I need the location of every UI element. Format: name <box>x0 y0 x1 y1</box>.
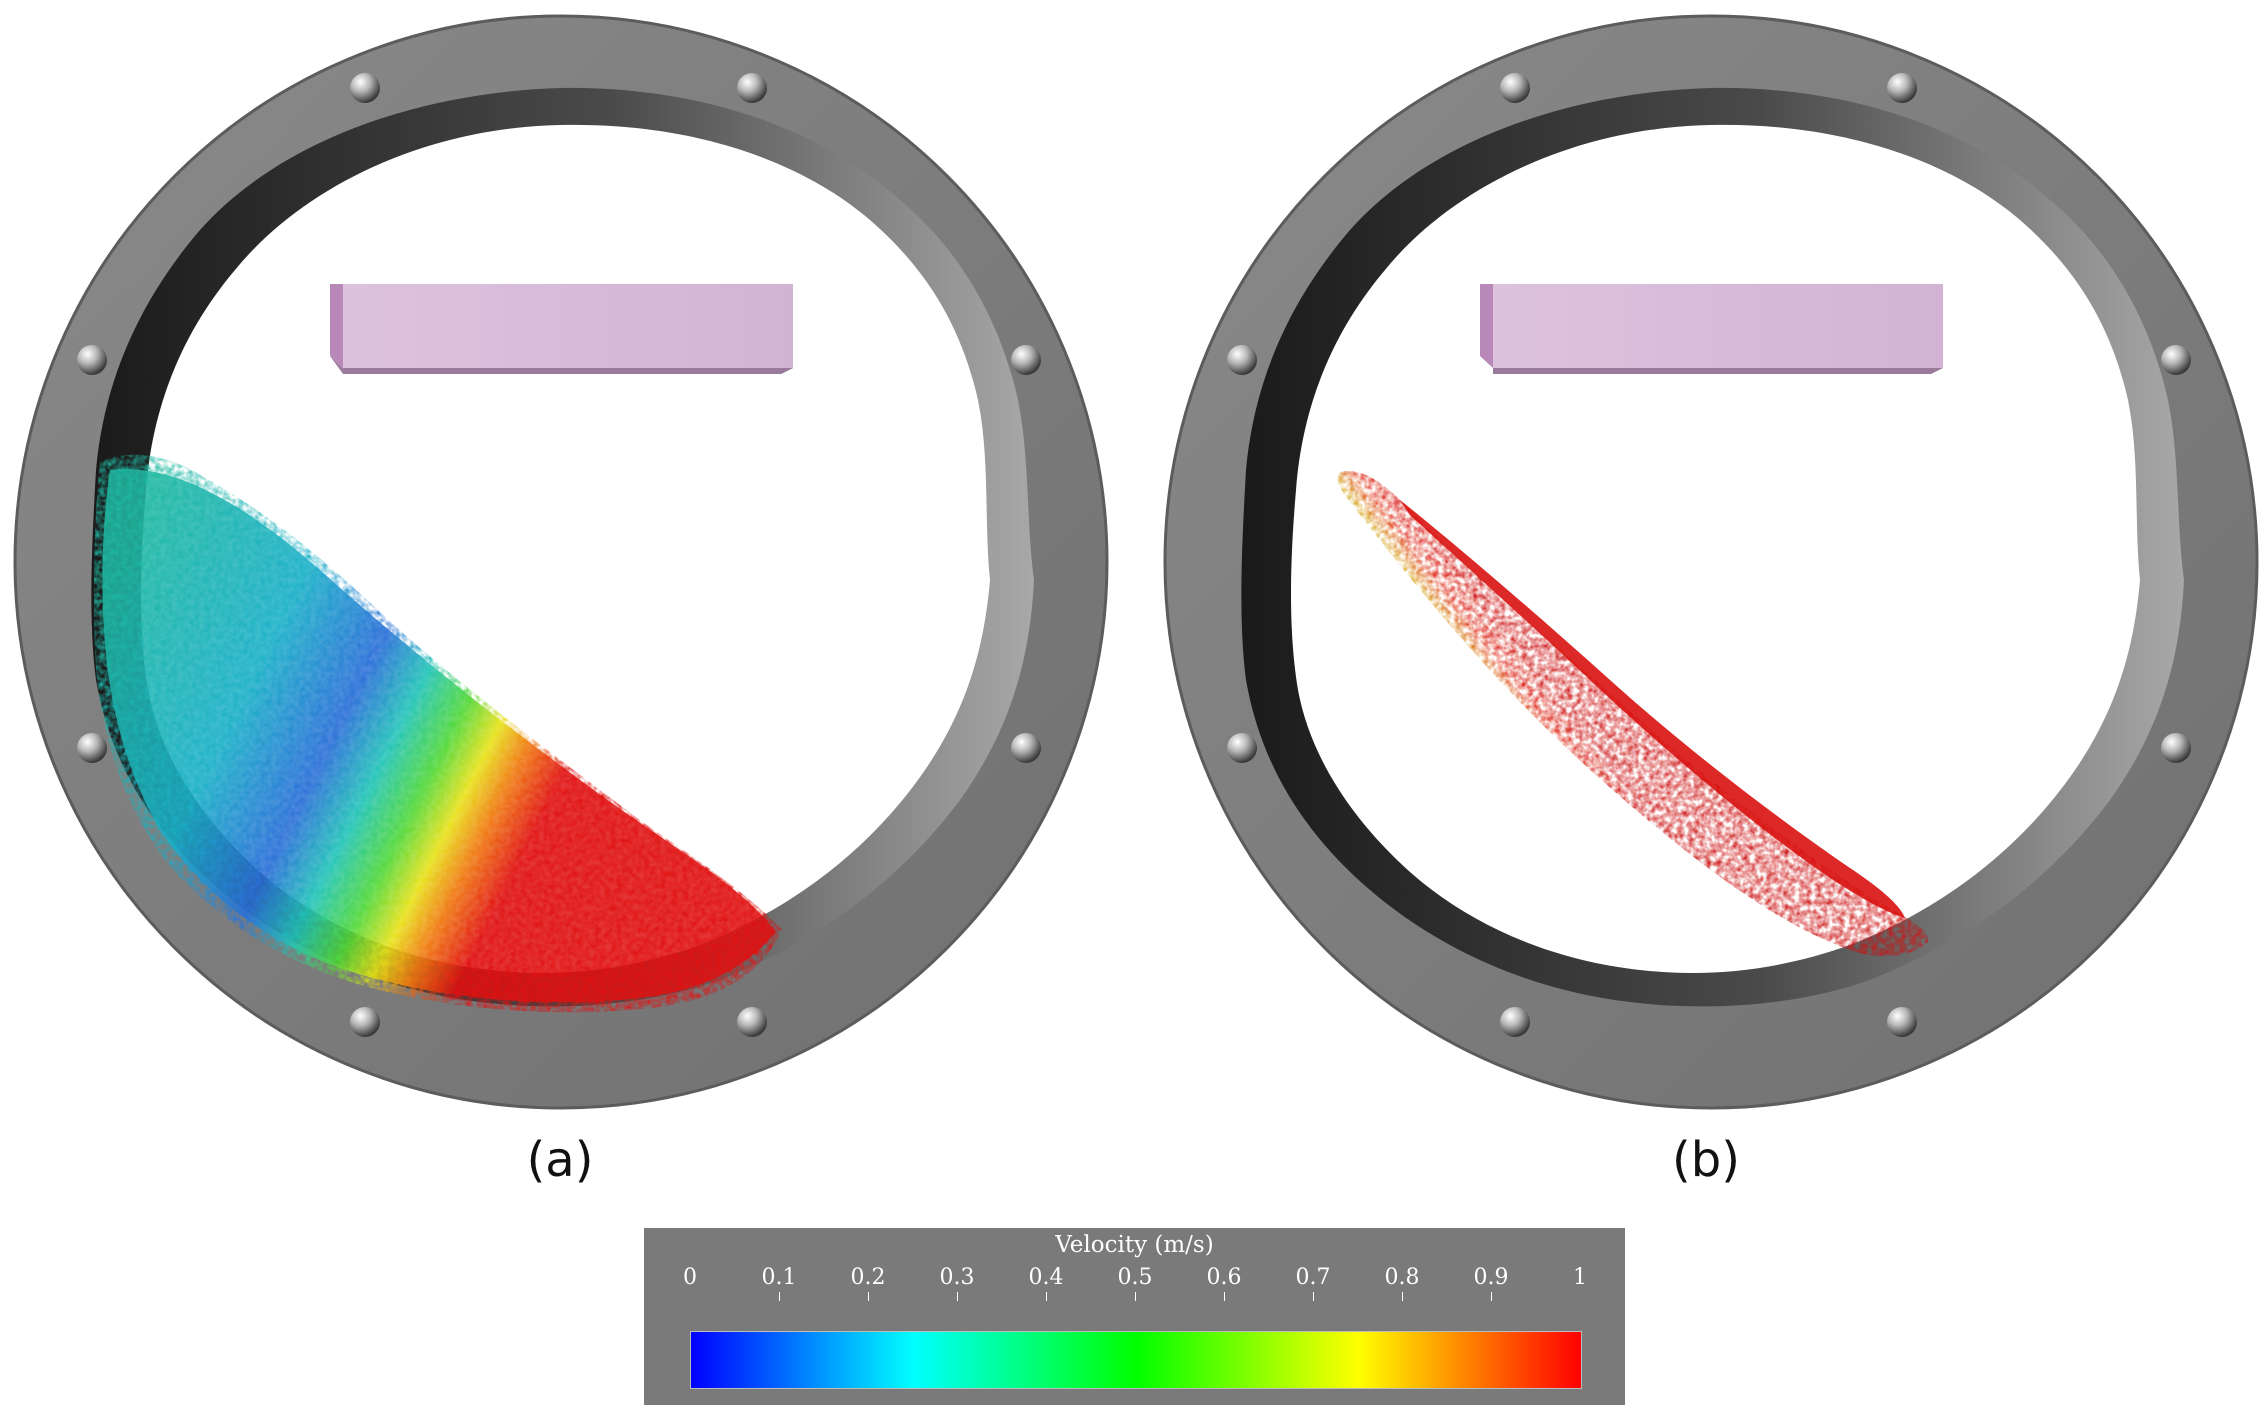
velocity-colorbar: Velocity (m/s) 0 0.1 0.2 0.3 0.4 0.5 0.6 0.7 0.8… <box>644 1228 1625 1405</box>
drum-b-bolt-6 <box>2161 733 2191 763</box>
colorbar-tick-mark <box>1491 1292 1492 1301</box>
colorbar-tick-label: 0.3 <box>939 1265 975 1290</box>
drum-b-bolt-8 <box>1887 1007 1917 1037</box>
drum-b-bolt-5 <box>1227 733 1257 763</box>
drum-a-bolt-7 <box>350 1007 380 1037</box>
drum-a-bolt-4 <box>1011 345 1041 375</box>
colorbar-tick-label: 0.2 <box>850 1265 886 1290</box>
drum-b-baffle <box>1480 284 1943 374</box>
colorbar-tick-label: 0.8 <box>1384 1265 1420 1290</box>
colorbar-tick-label: 0 <box>683 1265 697 1290</box>
colorbar-tick-label: 1 <box>1573 1265 1587 1290</box>
colorbar-gradient <box>690 1331 1582 1389</box>
colorbar-title: Velocity (m/s) <box>1055 1232 1214 1258</box>
colorbar-tick-mark <box>1402 1292 1403 1301</box>
colorbar-tick-mark <box>1313 1292 1314 1301</box>
colorbar-tick-label: 0.4 <box>1028 1265 1064 1290</box>
drum-b-bolt-7 <box>1500 1007 1530 1037</box>
drum-a-bolt-6 <box>1011 733 1041 763</box>
panel-label-a: (a) <box>526 1132 594 1188</box>
drum-a-baffle <box>330 284 793 374</box>
panel-label-b: (b) <box>1672 1132 1740 1188</box>
drum-b <box>1163 14 2259 1110</box>
colorbar-tick-label: 0.5 <box>1117 1265 1153 1290</box>
colorbar-tick-mark <box>1224 1292 1225 1301</box>
drum-a-bolt-8 <box>737 1007 767 1037</box>
colorbar-tick-label: 0.1 <box>761 1265 797 1290</box>
drum-a-bolt-5 <box>77 733 107 763</box>
drum-b-bolt-3 <box>1227 345 1257 375</box>
drum-a-ring-edge <box>13 14 1109 1110</box>
drum-b-bolt-4 <box>2161 345 2191 375</box>
drum-a <box>13 14 1109 1110</box>
colorbar-tick-mark <box>957 1292 958 1301</box>
drum-b-bolt-1 <box>1500 73 1530 103</box>
drum-a-bolt-3 <box>77 345 107 375</box>
colorbar-tick-label: 0.9 <box>1473 1265 1509 1290</box>
drum-a-bolt-1 <box>350 73 380 103</box>
colorbar-tick-mark <box>868 1292 869 1301</box>
drum-a-bolt-2 <box>737 73 767 103</box>
colorbar-tick-mark <box>1135 1292 1136 1301</box>
drum-b-bolt-2 <box>1887 73 1917 103</box>
colorbar-tick-mark <box>779 1292 780 1301</box>
colorbar-tick-label: 0.7 <box>1295 1265 1331 1290</box>
colorbar-tick-label: 0.6 <box>1206 1265 1242 1290</box>
colorbar-tick-mark <box>1046 1292 1047 1301</box>
drum-b-ring-edge <box>1163 14 2259 1110</box>
